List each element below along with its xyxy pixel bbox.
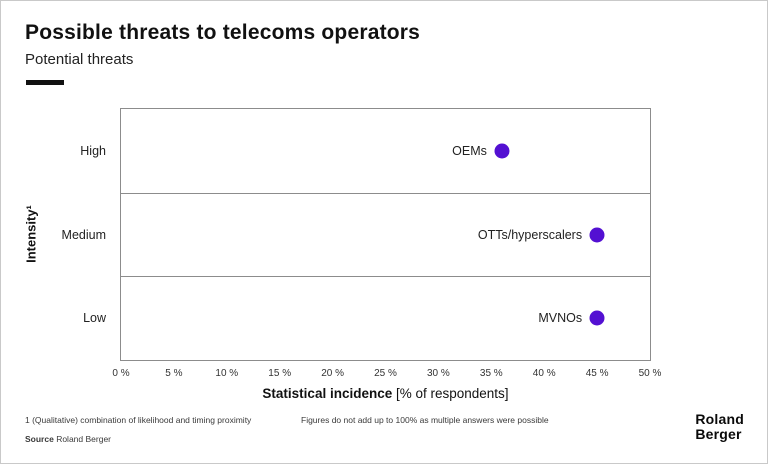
x-tick-label: 30 % bbox=[426, 368, 450, 379]
y-axis-title: Intensity¹ bbox=[23, 205, 39, 263]
x-axis-title-unit: [% of respondents] bbox=[392, 386, 509, 401]
page-title: Possible threats to telecoms operators bbox=[25, 21, 421, 44]
x-tick-label: 35 % bbox=[479, 368, 503, 379]
x-tick-label: 20 % bbox=[321, 368, 344, 379]
band-divider bbox=[121, 276, 650, 278]
band-divider bbox=[121, 192, 650, 194]
x-tick-label: 15 % bbox=[268, 368, 292, 379]
source-text: Roland Berger bbox=[53, 434, 111, 444]
roland-berger-logo: Roland Berger bbox=[695, 412, 744, 442]
data-point-label: OEMs bbox=[452, 143, 487, 158]
x-tick-label: 45 % bbox=[585, 368, 609, 379]
x-tick-label: 40 % bbox=[532, 368, 556, 379]
source-label: Source bbox=[25, 434, 54, 444]
data-point-label: MVNOs bbox=[538, 311, 583, 326]
title-dash bbox=[26, 80, 64, 85]
data-point-dot bbox=[589, 227, 605, 242]
logo-line-2: Berger bbox=[695, 426, 742, 442]
chart-header: Possible threats to telecoms operators P… bbox=[25, 21, 420, 68]
logo-line-1: Roland bbox=[695, 411, 744, 427]
data-point-dot bbox=[589, 310, 605, 326]
x-axis-title-main: Statistical incidence bbox=[262, 386, 393, 401]
x-tick-label: 50 % bbox=[638, 368, 662, 379]
source-line: Source Roland Berger bbox=[25, 434, 111, 444]
data-point-label: OTTs/hyperscalers bbox=[477, 227, 583, 242]
y-category-label: Low bbox=[83, 311, 106, 326]
y-category-label: High bbox=[80, 143, 106, 158]
y-category-label: Medium bbox=[61, 227, 106, 242]
footnote-1: 1 (Qualitative) combination of likelihoo… bbox=[25, 415, 252, 425]
x-axis-title: Statistical incidence [% of respondents] bbox=[121, 386, 650, 401]
x-tick-label: 25 % bbox=[374, 368, 397, 379]
x-tick-label: 10 % bbox=[215, 368, 239, 379]
footnote-2: Figures do not add up to 100% as multipl… bbox=[301, 415, 549, 425]
x-tick-label: 0 % bbox=[112, 368, 130, 379]
data-point-dot bbox=[494, 143, 510, 159]
page-subtitle: Potential threats bbox=[25, 51, 134, 68]
plot-area: Statistical incidence [% of respondents]… bbox=[62, 108, 661, 401]
x-tick-label: 5 % bbox=[165, 368, 183, 379]
